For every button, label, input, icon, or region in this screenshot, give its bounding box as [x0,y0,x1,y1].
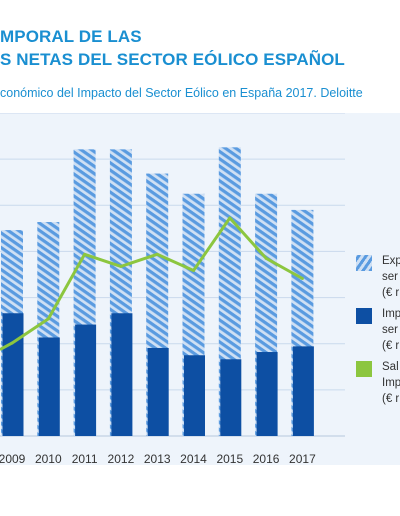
balance-series-line [0,216,304,351]
legend-swatch-solid [356,308,372,324]
legend-label: Imp ser (€ r [382,306,400,354]
x-tick-label: 2017 [289,452,316,466]
balance-point [192,268,195,272]
bar-imports [111,313,133,436]
legend-item-imports: Imp ser (€ r [356,306,400,356]
x-tick-label: 2015 [216,452,243,466]
x-tick-label: 2011 [72,452,98,466]
legend-line: Sal [382,361,399,373]
bar-imports [2,313,24,436]
balance-point [83,252,87,256]
bar-imports [292,346,314,436]
x-tick-label: 2016 [253,452,280,466]
balance-point [264,256,268,260]
legend-line: (€ r [382,287,400,299]
legend-label: Sal Imp (€ r [382,359,400,407]
balance-point [10,341,14,345]
legend-line: ser [382,271,398,283]
balance-point [46,317,50,321]
legend-line: Exp [382,255,400,267]
x-tick-label: 2013 [144,452,171,466]
chart-title-line-1: MPORAL DE LAS [0,27,142,46]
legend-swatch-line [356,361,372,377]
balance-point [155,252,159,256]
legend-line: (€ r [382,393,400,405]
bar-imports [256,352,278,436]
bar-imports [184,355,205,436]
legend-line: ser [382,324,398,336]
balance-point [228,216,232,220]
balance-point [300,277,304,281]
x-tick-label: 2012 [108,452,135,466]
legend-line: Imp [382,377,400,389]
legend-item-exports: Exp ser (€ r [356,253,400,303]
chart-title-line-2: S NETAS DEL SECTOR EÓLICO ESPAÑOL [0,50,345,69]
legend-swatch-hatched [356,255,372,271]
legend-line: Imp [382,308,400,320]
balance-point [119,264,123,268]
chart-subtitle: conómico del Impacto del Sector Eólico e… [0,86,363,100]
x-tick-label: 2010 [35,452,62,466]
chart-svg: 2009 2010 2011 2012 2013 2014 2015 2016 2017 [0,113,345,466]
bar-imports [147,347,169,436]
bar-imports [38,337,60,436]
bar-imports [75,324,97,436]
legend-item-balance: Sal Imp (€ r [356,359,400,409]
x-tick-label: 2009 [0,452,26,466]
x-tick-label: 2014 [180,452,207,466]
bar-imports [220,359,242,436]
legend-line: (€ r [382,340,400,352]
legend-label: Exp ser (€ r [382,253,400,301]
